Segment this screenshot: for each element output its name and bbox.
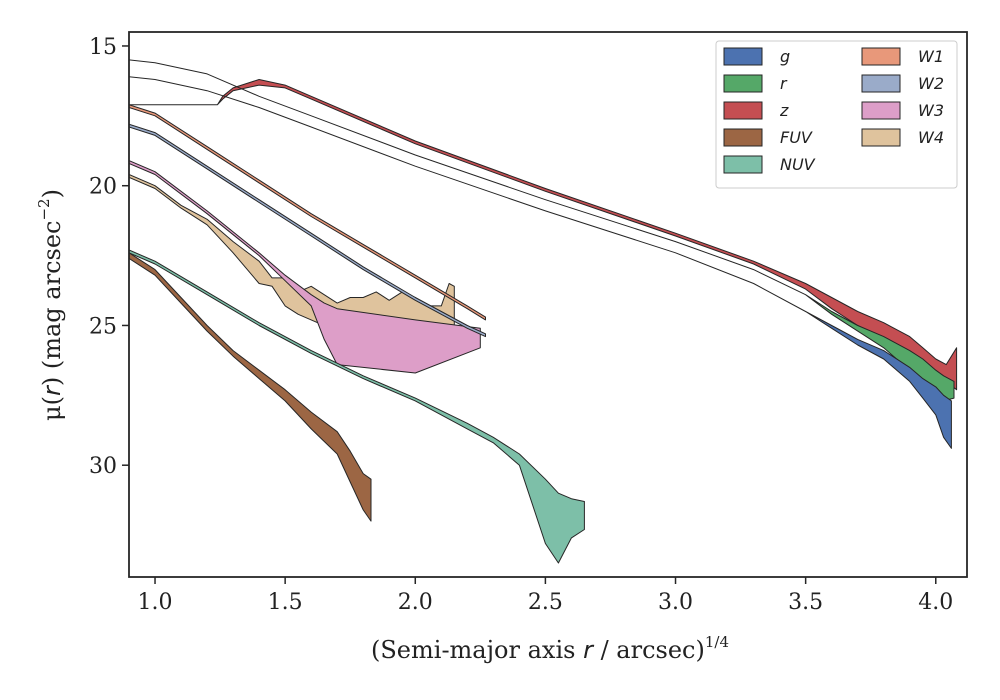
y-tick-label: 25	[89, 314, 117, 339]
x-axis-ticks: 1.0 1.5 2.0 2.5 3.0 3.5 4.0	[138, 577, 953, 615]
band-NUV	[129, 249, 585, 564]
legend-swatch-W1	[861, 47, 901, 66]
x-axis-title-sup: 1/4	[705, 633, 729, 651]
x-tick-label: 2.0	[398, 590, 433, 615]
x-axis-title: (Semi-major axis r / arcsec)1/4	[371, 633, 729, 664]
y-axis-title-tail: ) (mag arcsec	[38, 221, 66, 387]
x-axis-title-main: (Semi-major axis	[371, 636, 583, 664]
legend-swatch-W4	[861, 128, 901, 147]
legend-swatch-g	[723, 47, 763, 66]
legend-label-W1: W1	[918, 47, 944, 66]
legend-label-NUV: NUV	[780, 155, 816, 174]
x-tick-label: 3.0	[658, 590, 693, 615]
y-tick-label: 20	[89, 175, 117, 200]
legend-swatch-W3	[861, 101, 901, 120]
band-g	[129, 76, 952, 449]
y-axis-title: μ(r) (mag arcsec−2)	[35, 189, 66, 421]
y-axis-title-var: r	[38, 384, 66, 396]
legend-swatch-FUV	[723, 128, 763, 147]
legend-label-W2: W2	[918, 74, 944, 93]
band-z	[129, 79, 958, 391]
band-W1	[129, 104, 486, 321]
y-axis-title-close: )	[38, 189, 66, 198]
series-bands	[129, 59, 958, 564]
legend-swatch-W2	[861, 74, 901, 93]
band-W2	[129, 123, 486, 338]
x-axis-title-tail: / arcsec)	[593, 636, 705, 664]
y-axis-ticks: 15 20 25 30	[89, 35, 129, 479]
legend: grz FUV NUV W1 W2 W3 W4	[715, 40, 958, 189]
y-axis-title-main: μ(	[38, 396, 66, 421]
x-tick-label: 4.0	[918, 590, 953, 615]
x-tick-label: 3.5	[788, 590, 823, 615]
x-tick-label: 1.5	[268, 590, 303, 615]
x-tick-label: 2.5	[528, 590, 563, 615]
legend-label-r: r	[780, 74, 788, 93]
legend-label-FUV: FUV	[780, 128, 813, 147]
x-tick-label: 1.0	[138, 590, 173, 615]
plot-frame	[128, 31, 968, 578]
band-FUV	[129, 252, 372, 522]
legend-swatch-NUV	[723, 155, 763, 174]
legend-label-z: z	[779, 101, 789, 120]
legend-label-W3: W3	[918, 101, 944, 120]
legend-swatch-z	[723, 101, 763, 120]
x-axis-title-var: r	[583, 636, 595, 664]
y-tick-label: 30	[89, 454, 117, 479]
legend-label-W4: W4	[918, 128, 944, 147]
y-axis-title-sup: −2	[35, 198, 53, 220]
legend-label-g: g	[780, 47, 790, 66]
y-tick-label: 15	[89, 35, 117, 60]
band-W3	[129, 160, 481, 374]
band-r	[129, 59, 955, 402]
legend-swatch-r	[723, 74, 763, 93]
legend-items: grz FUV NUV W1 W2 W3 W4	[723, 47, 944, 174]
